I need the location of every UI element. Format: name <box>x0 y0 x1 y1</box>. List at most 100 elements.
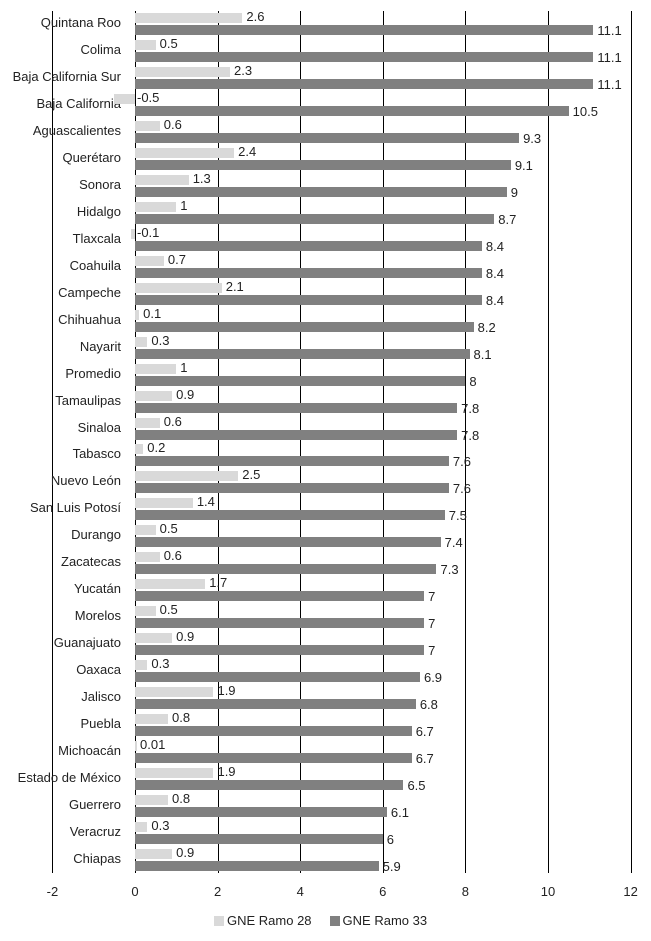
bar-ramo-28 <box>135 255 164 266</box>
value-label-ramo-28: 0.9 <box>176 844 195 860</box>
category-label: Sonora <box>79 177 121 193</box>
x-tick-label: 12 <box>623 884 638 899</box>
x-tick-label: 0 <box>131 884 139 899</box>
value-label-ramo-33: 6.7 <box>415 750 434 766</box>
category-label: Guerrero <box>68 796 121 812</box>
bar-ramo-33 <box>135 294 482 305</box>
value-label-ramo-33: 8.2 <box>477 319 496 335</box>
bar-ramo-28 <box>135 659 148 670</box>
value-label-ramo-33: 7.6 <box>452 481 471 497</box>
bar-ramo-28 <box>135 552 160 563</box>
value-label-ramo-28: 0.5 <box>159 36 178 52</box>
legend-swatch-ramo-33 <box>329 915 340 926</box>
bar-ramo-33 <box>135 591 425 602</box>
bar-ramo-28 <box>135 713 169 724</box>
value-label-ramo-33: 8.7 <box>498 212 517 228</box>
category-label: Aguascalientes <box>32 123 121 139</box>
value-label-ramo-33: 6 <box>386 831 395 847</box>
value-label-ramo-28: 0.9 <box>176 629 195 645</box>
value-label-ramo-28: 2.6 <box>246 9 265 25</box>
bar-ramo-33 <box>135 779 404 790</box>
value-label-ramo-33: 7 <box>428 616 436 632</box>
value-label-ramo-33: 7.8 <box>461 400 480 416</box>
bar-ramo-28 <box>135 848 173 859</box>
value-label-ramo-28: 0.6 <box>163 117 182 133</box>
bar-ramo-33 <box>135 402 458 413</box>
value-label-ramo-28: 1.9 <box>217 763 236 779</box>
bar-ramo-28 <box>135 282 222 293</box>
category-label: Querétaro <box>62 150 121 166</box>
bar-ramo-33 <box>135 79 594 90</box>
category-label: Morelos <box>74 608 121 624</box>
category-label: Colima <box>80 42 121 58</box>
value-label-ramo-33: 7.3 <box>440 562 459 578</box>
x-tick-label: 2 <box>213 884 222 899</box>
bar-ramo-33 <box>135 671 420 682</box>
bar-ramo-28 <box>135 13 243 24</box>
bar-ramo-33 <box>135 429 458 440</box>
bar-ramo-28 <box>135 390 173 401</box>
gridline <box>465 11 466 873</box>
category-label: Tlaxcala <box>72 230 121 246</box>
bar-ramo-28 <box>135 606 156 617</box>
category-label: Tabasco <box>72 446 121 462</box>
value-label-ramo-28: 0.9 <box>176 386 195 402</box>
value-label-ramo-33: 7.8 <box>461 427 480 443</box>
category-label: Jalisco <box>81 688 121 704</box>
category-label: Chihuahua <box>58 311 121 327</box>
bar-ramo-33 <box>135 375 466 386</box>
category-label: Estado de México <box>17 769 121 785</box>
bar-ramo-33 <box>135 52 594 63</box>
gridline <box>218 11 219 873</box>
category-label: Coahuila <box>69 257 121 273</box>
bar-ramo-33 <box>135 267 482 278</box>
value-label-ramo-33: 8.1 <box>473 346 492 362</box>
bar-ramo-33 <box>135 537 441 548</box>
value-label-ramo-28: 0.2 <box>147 440 166 456</box>
category-label: Veracruz <box>69 823 121 839</box>
category-label: Hidalgo <box>76 204 121 220</box>
value-label-ramo-28: 0.5 <box>159 521 178 537</box>
x-tick-label: 6 <box>379 884 387 899</box>
bar-ramo-28 <box>135 121 160 132</box>
value-label-ramo-33: 7 <box>428 589 436 605</box>
bar-ramo-28 <box>135 309 140 320</box>
gridline <box>52 11 53 873</box>
bar-ramo-33 <box>135 618 425 629</box>
bar-ramo-33 <box>135 725 412 736</box>
bar-ramo-33 <box>135 564 437 575</box>
value-label-ramo-28: 1.7 <box>209 575 228 591</box>
bar-ramo-33 <box>135 698 416 709</box>
value-label-ramo-33: 6.7 <box>415 723 434 739</box>
bar-ramo-33 <box>135 833 383 844</box>
value-label-ramo-28: 0.3 <box>151 817 170 833</box>
value-label-ramo-28: 2.3 <box>233 63 253 79</box>
bar-ramo-33 <box>135 483 449 494</box>
bar-ramo-33 <box>135 106 569 117</box>
value-label-ramo-28: -0.5 <box>137 90 160 106</box>
bar-ramo-28 <box>135 444 144 455</box>
value-label-ramo-33: 9 <box>510 185 518 201</box>
value-label-ramo-28: 0.7 <box>167 251 186 267</box>
bar-ramo-33 <box>135 510 445 521</box>
gridline <box>135 11 136 873</box>
bar-ramo-33 <box>135 321 474 332</box>
value-label-ramo-28: 2.4 <box>238 144 257 160</box>
category-label: Guanajuato <box>53 635 121 651</box>
value-label-ramo-33: 8.4 <box>485 292 504 308</box>
category-label: Zacatecas <box>61 554 121 570</box>
category-label: Tamaulipas <box>55 392 121 408</box>
value-label-ramo-28: 1 <box>180 359 188 375</box>
bar-ramo-33 <box>135 645 425 656</box>
gridline <box>300 11 301 873</box>
bar-ramo-28 <box>135 417 160 428</box>
bar-ramo-28 <box>135 202 177 213</box>
bar-ramo-33 <box>135 214 495 225</box>
value-label-ramo-33: 10.5 <box>572 104 598 120</box>
bar-ramo-28 <box>135 148 235 159</box>
bar-ramo-28 <box>135 336 148 347</box>
x-tick-label: -2 <box>46 884 59 899</box>
value-label-ramo-33: 11.1 <box>597 50 622 66</box>
legend-item-ramo-28: GNE Ramo 28 <box>214 913 312 928</box>
category-label: Quintana Roo <box>40 15 121 31</box>
